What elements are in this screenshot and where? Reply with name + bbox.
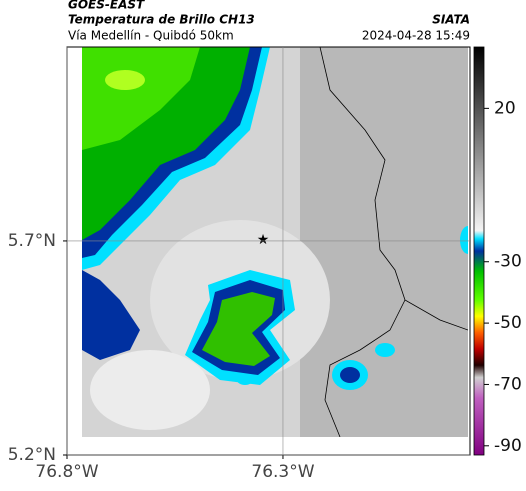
colorbar bbox=[473, 46, 485, 456]
x-tick-label: 76.8°W bbox=[35, 462, 98, 482]
colorbar-tick-label: 20 bbox=[494, 98, 516, 118]
colorbar-tick-label: -70 bbox=[494, 374, 522, 394]
product: Temperatura de Brillo CH13 bbox=[68, 13, 255, 27]
satellite-image bbox=[82, 47, 468, 437]
y-tick-label: 5.2°N bbox=[8, 445, 56, 465]
source: SIATA bbox=[432, 13, 470, 27]
colorbar-tick-label: -50 bbox=[494, 313, 522, 333]
location-marker: ★ bbox=[257, 232, 270, 248]
location: Vía Medellín - Quibdó 50km bbox=[68, 29, 234, 43]
satellite: GOES-EAST bbox=[68, 0, 145, 12]
colorbar-tick-label: -90 bbox=[494, 436, 522, 456]
colorbar-tick-label: -30 bbox=[494, 252, 522, 272]
x-tick-label: 76.3°W bbox=[251, 462, 314, 482]
datetime: 2024-04-28 15:49 bbox=[362, 29, 470, 43]
y-tick-label: 5.7°N bbox=[8, 231, 56, 251]
